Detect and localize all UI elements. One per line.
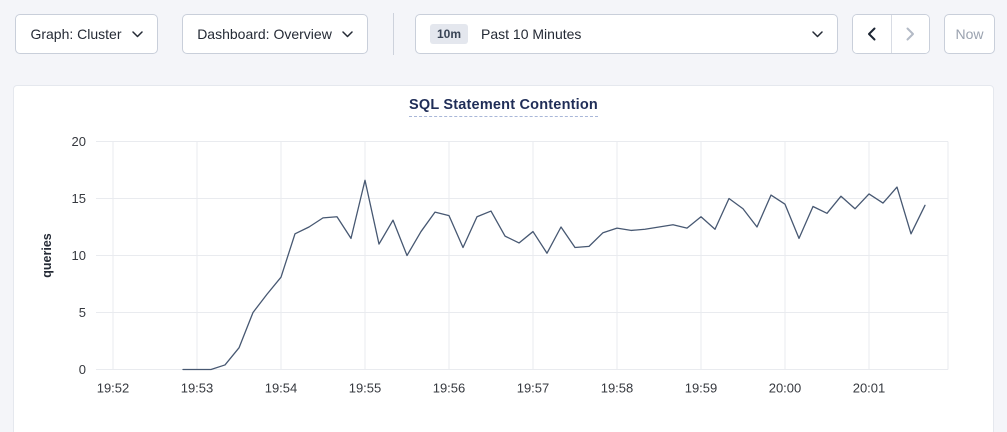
y-tick-label: 10 bbox=[72, 248, 86, 263]
chevron-down-icon bbox=[812, 30, 823, 37]
time-range-badge: 10m bbox=[430, 23, 469, 45]
graph-dropdown[interactable]: Graph: Cluster bbox=[15, 14, 158, 54]
x-tick-label: 19:53 bbox=[181, 381, 214, 396]
now-button-label: Now bbox=[955, 26, 984, 42]
x-tick-label: 19:54 bbox=[265, 381, 298, 396]
series-line-queries bbox=[182, 179, 926, 371]
y-tick-label: 20 bbox=[72, 134, 86, 149]
sql-statement-contention-chart[interactable]: 0 5 10 15 20 19:52 19:53 19:54 19:55 19:56 19:57 19… bbox=[14, 86, 993, 418]
now-button[interactable]: Now bbox=[944, 14, 995, 54]
x-tick-label: 19:57 bbox=[517, 381, 550, 396]
chevron-right-icon bbox=[906, 27, 914, 41]
previous-time-window-button[interactable] bbox=[853, 15, 891, 53]
x-tick-label: 19:58 bbox=[601, 381, 634, 396]
x-tick-label: 20:00 bbox=[769, 381, 802, 396]
x-tick-label: 20:01 bbox=[853, 381, 886, 396]
dashboard-dropdown-label: Dashboard: Overview bbox=[197, 26, 332, 42]
x-tick-label: 19:52 bbox=[97, 381, 130, 396]
x-tick-label: 19:56 bbox=[433, 381, 466, 396]
x-tick-label: 19:59 bbox=[685, 381, 718, 396]
next-time-window-button[interactable] bbox=[890, 15, 929, 53]
y-tick-label: 0 bbox=[79, 362, 86, 377]
y-tick-label: 15 bbox=[72, 191, 86, 206]
time-step-button-group bbox=[852, 14, 930, 54]
chart-card: SQL Statement Contention 0 5 10 15 20 19:52 19… bbox=[13, 85, 994, 432]
dashboard-dropdown[interactable]: Dashboard: Overview bbox=[182, 14, 368, 54]
chevron-down-icon bbox=[131, 30, 143, 37]
x-tick-label: 19:55 bbox=[349, 381, 382, 396]
toolbar-divider bbox=[393, 13, 394, 55]
chevron-down-icon bbox=[342, 30, 353, 37]
time-range-dropdown[interactable]: 10m Past 10 Minutes bbox=[415, 14, 838, 54]
graph-dropdown-label: Graph: Cluster bbox=[30, 26, 122, 42]
chart-title[interactable]: SQL Statement Contention bbox=[408, 97, 598, 117]
y-tick-label: 5 bbox=[79, 305, 86, 320]
time-range-label: Past 10 Minutes bbox=[481, 26, 582, 42]
chevron-left-icon bbox=[868, 27, 876, 41]
y-axis-title: queries bbox=[40, 233, 54, 278]
chart-title-row: SQL Statement Contention bbox=[14, 96, 993, 117]
